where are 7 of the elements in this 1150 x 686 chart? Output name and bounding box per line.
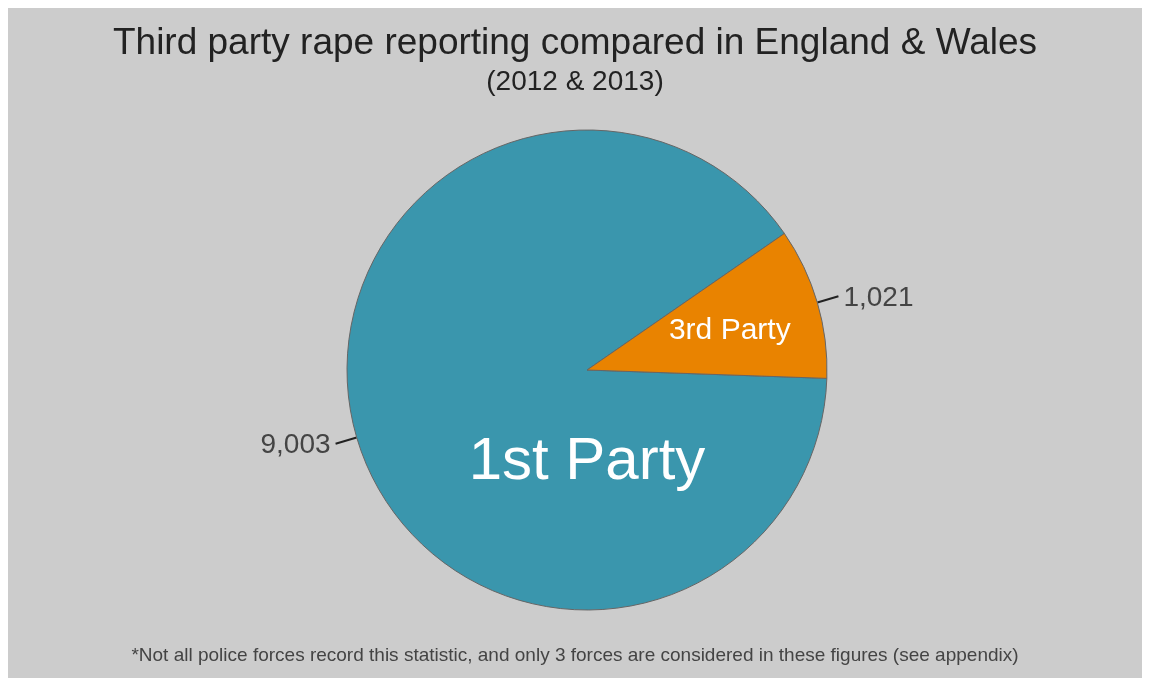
chart-title: Third party rape reporting compared in England & Wales	[112, 21, 1038, 62]
slice-label: 1st Party	[468, 425, 706, 493]
text: *Not all police forces record this statistic, and only 3 forces are considered in these figures (see appendix)	[131, 644, 1019, 665]
data-label: 1,021	[843, 280, 914, 312]
data-label: 9,003	[260, 428, 331, 460]
chart-subtitle: (2012 & 2013)	[486, 64, 664, 96]
slice-label: 3rd Party	[668, 311, 791, 345]
